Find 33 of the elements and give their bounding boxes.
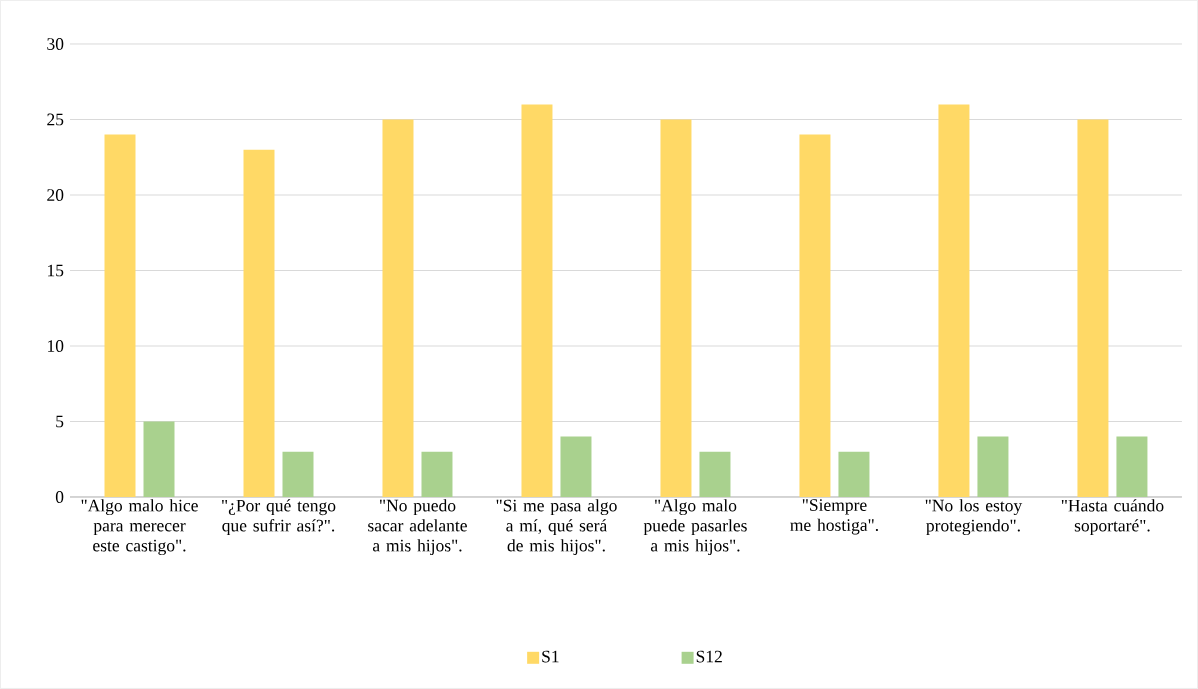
bar [938, 104, 970, 497]
bar [560, 436, 592, 497]
x-tick-label: "Algo malo hice para merecer este castigo". [81, 499, 198, 556]
bar [421, 451, 453, 497]
x-tick-label: "Algo malo puede pasarles a mis hijos". [643, 499, 747, 556]
bar [282, 451, 314, 497]
y-tick-label: 5 [56, 415, 64, 428]
bar [521, 104, 553, 497]
x-tick-label: "Hasta cuándo soportaré". [1061, 499, 1164, 536]
bar [977, 436, 1009, 497]
bar [243, 149, 275, 497]
bar [382, 119, 414, 497]
bar [143, 421, 175, 497]
x-tick-label: "Si me pasa algo a mí, qué será de mis hijos". [496, 499, 617, 556]
bar [799, 134, 831, 497]
y-tick-label: 15 [48, 264, 64, 277]
bar [104, 134, 136, 497]
x-tick-label: "No los estoy protegiendo". [925, 499, 1023, 536]
bar [699, 451, 731, 497]
legend-label: S12 [696, 650, 722, 663]
x-tick-label: "No puedo sacar adelante a mis hijos". [368, 499, 467, 556]
y-tick-label: 10 [48, 340, 64, 352]
y-tick-label: 20 [47, 189, 64, 201]
y-tick-label: 30 [47, 38, 64, 50]
bar [1077, 119, 1109, 497]
x-tick-label: "¿Por qué tengo que sufrir así?". [222, 499, 336, 536]
bar [1116, 436, 1148, 497]
x-tick-label: "Siempre me hostiga". [790, 499, 878, 535]
y-tick-label: 25 [47, 113, 64, 126]
bar [660, 119, 692, 497]
legend-label: S1 [542, 650, 559, 663]
y-tick-label: 0 [55, 491, 64, 503]
bar [838, 451, 870, 497]
